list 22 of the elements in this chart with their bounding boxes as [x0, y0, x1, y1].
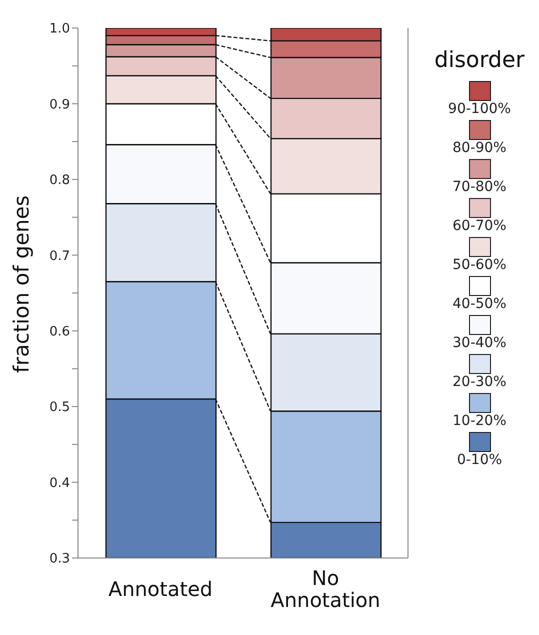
x-tick-label: No Annotation: [270, 566, 380, 612]
legend-label: 10-20%: [452, 413, 508, 429]
text: 30-40%: [452, 335, 508, 351]
legend-label: 80-90%: [452, 140, 508, 156]
legend-label: 60-70%: [452, 218, 508, 234]
y-tick-label: 0.3: [49, 552, 70, 567]
y-tick-label: 0.5: [49, 400, 70, 416]
legend-label: 20-30%: [452, 374, 508, 390]
legend-label: 50-60%: [452, 257, 508, 273]
legend-label: 90-100%: [447, 101, 512, 117]
y-tick-label: 0.6: [49, 324, 70, 340]
y-tick-label: 0.8: [49, 173, 70, 188]
x-tick-label: Annotated: [108, 577, 213, 601]
y-tick-label: 1.0: [49, 22, 70, 37]
legend-title: disorder: [433, 48, 526, 73]
y-tick-label: 0.4: [49, 476, 70, 491]
legend-label: 0-10%: [456, 452, 504, 468]
legend-label: 70-80%: [452, 179, 508, 195]
y-axis-title: fraction of genes: [9, 195, 34, 373]
text: 40-50%: [452, 296, 508, 312]
y-tick-label: 0.7: [49, 248, 70, 264]
y-tick-label: 0.9: [49, 97, 70, 112]
